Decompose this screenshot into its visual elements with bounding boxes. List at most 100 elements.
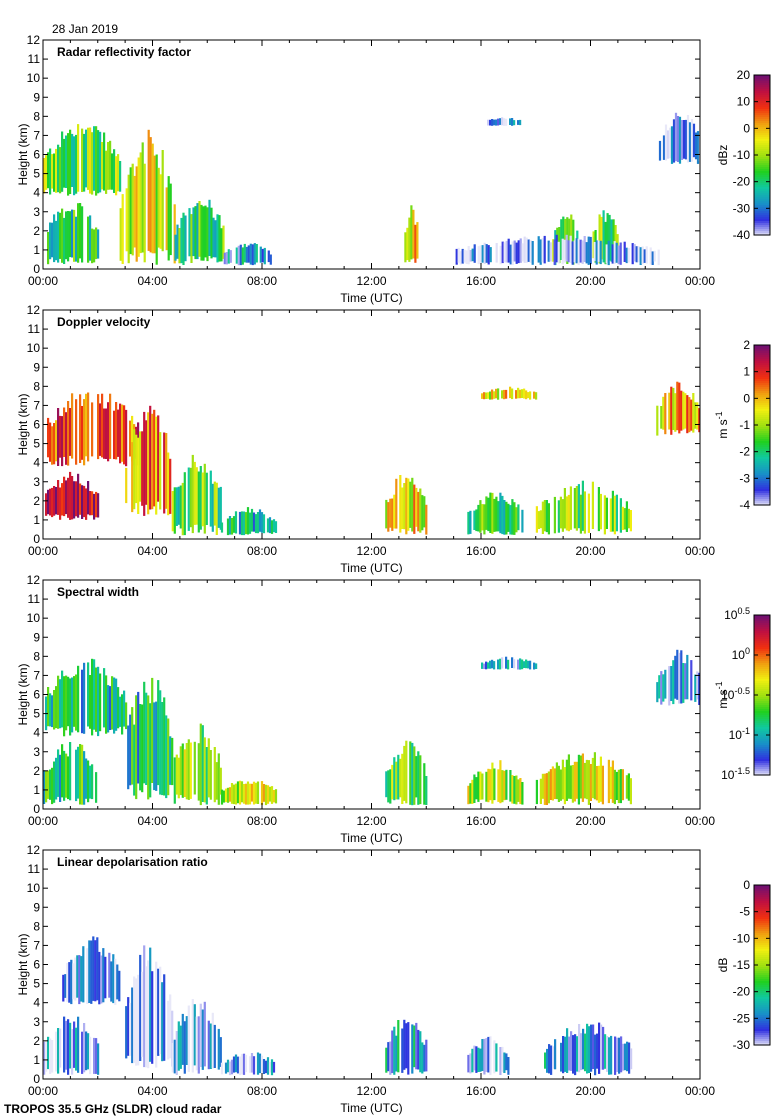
y-tick-label: 3 (33, 1015, 40, 1029)
y-tick-label: 10 (27, 71, 41, 85)
y-tick-label: 0 (33, 532, 40, 546)
panel-title: Radar reflectivity factor (57, 45, 191, 59)
x-tick-label: 20:00 (575, 814, 605, 828)
y-tick-label: 1 (33, 783, 40, 797)
colorbar-tick-label: 0 (743, 391, 750, 405)
y-tick-label: 9 (33, 360, 40, 374)
x-axis-label: Time (UTC) (340, 291, 402, 305)
colorbar-tick-label: 10-1.5 (721, 766, 750, 782)
y-tick-label: 1 (33, 243, 40, 257)
y-tick-label: 12 (27, 33, 41, 47)
y-tick-label: 7 (33, 398, 40, 412)
x-tick-label: 00:00 (28, 814, 58, 828)
y-tick-label: 2 (33, 494, 40, 508)
colorbar: 20 10 0 -10 -20 -30 -40 dBz (716, 68, 771, 242)
y-axis-label: Height (km) (16, 933, 30, 995)
y-tick-label: 12 (27, 303, 41, 317)
colorbar-unit-label: m s-1 (714, 411, 730, 438)
x-tick-label: 20:00 (575, 274, 605, 288)
x-tick-label: 04:00 (137, 274, 167, 288)
y-tick-label: 10 (27, 881, 41, 895)
x-tick-label: 08:00 (247, 274, 277, 288)
x-tick-label: 00:00 (28, 1084, 58, 1098)
y-tick-label: 6 (33, 148, 40, 162)
x-tick-label: 04:00 (137, 1084, 167, 1098)
y-tick-label: 0 (33, 802, 40, 816)
colorbar-tick-label: -20 (733, 175, 751, 189)
x-tick-label: 00:00 (28, 274, 58, 288)
colorbar-tick-label: -20 (733, 985, 751, 999)
y-tick-label: 10 (27, 611, 41, 625)
y-tick-label: 5 (33, 437, 40, 451)
colorbar-unit-label: dBz (716, 145, 730, 166)
y-tick-label: 5 (33, 167, 40, 181)
y-tick-label: 1 (33, 513, 40, 527)
y-tick-label: 3 (33, 205, 40, 219)
x-tick-label: 00:00 (685, 1084, 715, 1098)
y-tick-label: 9 (33, 900, 40, 914)
y-tick-label: 0 (33, 262, 40, 276)
y-tick-label: 7 (33, 668, 40, 682)
colorbar-tick-label: -2 (739, 445, 750, 459)
heatmap-field (43, 649, 700, 806)
colorbar-tick-label: 100.5 (724, 606, 750, 622)
x-axis-label: Time (UTC) (340, 1101, 402, 1115)
colorbar-tick-label: -15 (733, 958, 751, 972)
colorbar-tick-label: -1 (739, 418, 750, 432)
footer-label: TROPOS 35.5 GHz (SLDR) cloud radar (4, 1102, 222, 1116)
heatmap-field (43, 936, 633, 1076)
y-tick-label: 5 (33, 977, 40, 991)
colorbar-tick-label: 2 (743, 338, 750, 352)
x-tick-label: 12:00 (356, 544, 386, 558)
y-tick-label: 4 (33, 996, 40, 1010)
x-tick-label: 00:00 (685, 274, 715, 288)
x-tick-label: 20:00 (575, 544, 605, 558)
y-axis-label: Height (km) (16, 663, 30, 725)
y-tick-label: 4 (33, 186, 40, 200)
y-tick-label: 7 (33, 938, 40, 952)
colorbar-unit-label: dB (716, 958, 730, 973)
colorbar-tick-label: 0 (743, 878, 750, 892)
colorbar-tick-label: -10 (733, 931, 751, 945)
colorbar: 100.5 100 10-0.5 10-1 10-1.5 m s-1 (714, 606, 771, 782)
y-tick-label: 11 (28, 862, 41, 876)
y-tick-label: 0 (33, 1072, 40, 1086)
y-tick-label: 3 (33, 745, 40, 759)
colorbar-tick-label: 1 (743, 365, 750, 379)
y-tick-label: 7 (33, 128, 40, 142)
y-tick-label: 11 (28, 322, 41, 336)
panel-title: Doppler velocity (57, 315, 151, 329)
y-tick-label: 4 (33, 726, 40, 740)
y-axis-label: Height (km) (16, 393, 30, 455)
colorbar-tick-label: 0 (743, 121, 750, 135)
y-tick-label: 8 (33, 919, 40, 933)
x-tick-label: 12:00 (356, 814, 386, 828)
y-tick-label: 11 (28, 592, 41, 606)
y-tick-label: 8 (33, 379, 40, 393)
y-axis-label: Height (km) (16, 123, 30, 185)
x-tick-label: 00:00 (685, 544, 715, 558)
panel-title: Linear depolarisation ratio (57, 855, 208, 869)
x-tick-label: 12:00 (356, 1084, 386, 1098)
colorbar-tick-label: -30 (733, 201, 751, 215)
y-tick-label: 4 (33, 456, 40, 470)
y-tick-label: 1 (33, 1053, 40, 1067)
colorbar-tick-label: 20 (737, 68, 751, 82)
date-label: 28 Jan 2019 (52, 22, 119, 36)
panel-title: Spectral width (57, 585, 139, 599)
y-tick-label: 10 (27, 341, 41, 355)
heatmap-field (45, 381, 700, 536)
y-tick-label: 8 (33, 109, 40, 123)
x-tick-label: 16:00 (466, 544, 496, 558)
colorbar-tick-label: 10-0.5 (721, 686, 750, 702)
x-tick-label: 20:00 (575, 1084, 605, 1098)
y-tick-label: 6 (33, 688, 40, 702)
x-tick-label: 00:00 (28, 544, 58, 558)
heatmap-field (43, 112, 700, 266)
x-tick-label: 16:00 (466, 814, 496, 828)
x-tick-label: 08:00 (247, 1084, 277, 1098)
